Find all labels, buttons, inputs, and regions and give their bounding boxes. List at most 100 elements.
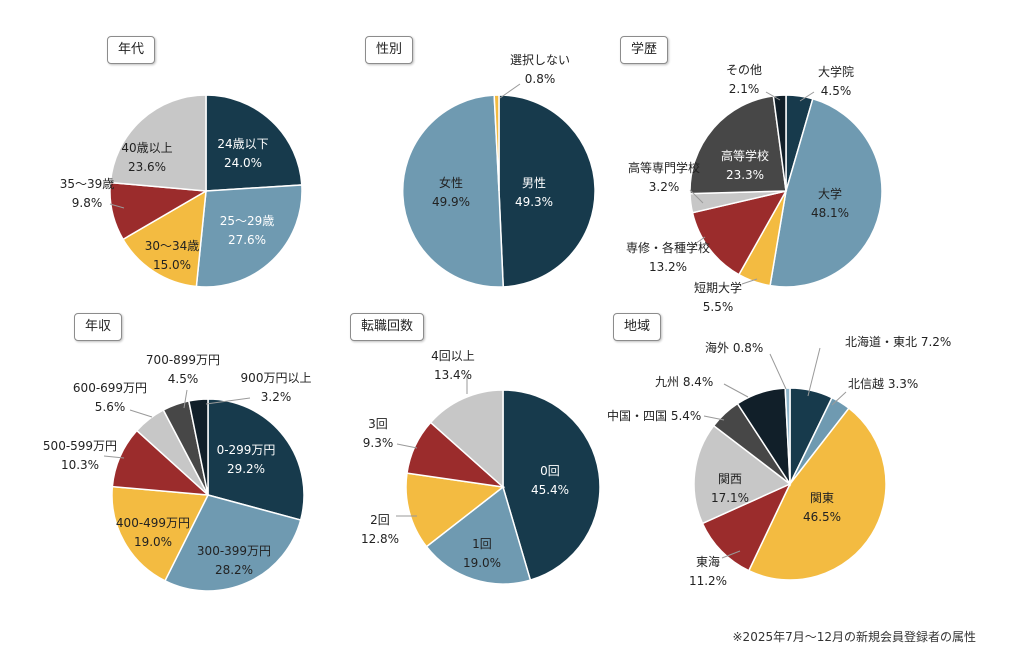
slice-label: 男性 — [522, 176, 546, 190]
slice-value-label: 46.5% — [803, 510, 841, 524]
slice-label: 東海 — [696, 554, 720, 569]
pie-slice-income — [187, 398, 209, 496]
leader-line — [689, 189, 704, 204]
slice-label: 24歳以下 — [217, 137, 268, 151]
chart-title-age: 年代 — [107, 36, 156, 64]
slice-value-label: 9.3% — [363, 436, 394, 450]
slice-label: 短期大学 — [694, 280, 742, 295]
leader-line — [765, 91, 781, 101]
slice-value-label: 5.5% — [703, 300, 734, 314]
slice-value-label: 49.3% — [515, 195, 553, 209]
slice-value-label: 15.0% — [153, 258, 191, 272]
slice-value-label: 49.9% — [432, 195, 470, 209]
slice-value-label: 5.6% — [95, 400, 126, 414]
slice-value-label: 9.8% — [72, 196, 103, 210]
pie-slice-gender — [498, 94, 596, 288]
slice-value-label: 3.2% — [261, 390, 292, 404]
slice-label: 25～29歳 — [220, 214, 275, 228]
slice-value-label: 45.4% — [531, 483, 569, 497]
slice-label: 0回 — [540, 464, 560, 478]
slice-value-label: 23.3% — [726, 168, 764, 182]
footnote: ※2025年7月～12月の新規会員登録者の属性 — [732, 630, 977, 644]
pie-gender: 男性 49.3% 女性 49.9% 選択しない 0.8% — [401, 53, 596, 288]
slice-label: 専修・各種学校 — [626, 240, 710, 255]
leader-line — [799, 91, 815, 102]
pie-slice-age — [122, 189, 207, 288]
pie-slice-age — [205, 94, 303, 192]
leader-line — [129, 409, 153, 418]
slice-label: 40歳以上 — [121, 141, 172, 155]
pie-slice-education — [769, 97, 883, 288]
slice-label: 35～39歳 — [60, 177, 115, 191]
pie-slice-job-changes — [425, 485, 532, 585]
chart-title-income: 年収 — [74, 313, 123, 341]
pie-slice-gender — [401, 94, 505, 288]
slice-value-label: 23.6% — [128, 160, 166, 174]
chart-title-job-changes: 転職回数 — [350, 313, 425, 341]
slice-value-label: 2.1% — [729, 82, 760, 96]
slice-label: 600-699万円 — [73, 381, 147, 395]
slice-value-label: 4.5% — [821, 84, 852, 98]
slice-label: 30～34歳 — [145, 239, 200, 253]
slice-value-label: 13.4% — [434, 368, 472, 382]
slice-value-label: 19.0% — [134, 535, 172, 549]
slice-value-label: 4.5% — [168, 372, 199, 386]
slice-value-label: 29.2% — [227, 462, 265, 476]
slice-label: 選択しない — [510, 53, 570, 67]
pie-income: 0-299万円 29.2% 300-399万円 28.2% 400-499万円 19.0%… — [43, 353, 312, 592]
slice-label: 大学院 — [818, 64, 854, 79]
slice-value-label: 10.3% — [61, 458, 99, 472]
slice-label: 高等専門学校 — [628, 160, 700, 175]
slice-label: 海外 0.8% — [705, 340, 763, 355]
pie-slice-age — [195, 184, 303, 288]
slice-label: 900万円以上 — [241, 371, 312, 385]
pie-slice-gender — [493, 94, 500, 192]
slice-value-label: 24.0% — [224, 156, 262, 170]
pie-slice-education — [691, 189, 788, 276]
slice-label: 300-399万円 — [197, 544, 271, 558]
pie-slice-region — [693, 424, 792, 525]
slice-label: 大学 — [818, 186, 842, 201]
slice-value-label: 17.1% — [711, 491, 749, 505]
slice-label: 高等学校 — [721, 148, 769, 163]
leader-line — [183, 389, 188, 409]
slice-label: 1回 — [472, 537, 492, 551]
slice-value-label: 13.2% — [649, 260, 687, 274]
pie-region: 北海道・東北 7.2% 北信越 3.3% 関東 46.5% 東海 11.2% 関西 17.1%… — [607, 334, 951, 588]
chart-title-region: 地域 — [613, 313, 662, 341]
slice-value-label: 11.2% — [689, 574, 727, 588]
pie-slice-age — [109, 94, 207, 192]
slice-value-label: 3.2% — [649, 180, 680, 194]
slice-value-label: 0.8% — [525, 72, 556, 86]
leader-line — [723, 383, 749, 398]
leader-line — [396, 443, 418, 449]
pie-slice-region — [747, 407, 887, 581]
slice-label: 関西 — [718, 472, 742, 486]
pie-age: 24歳以下 24.0% 25～29歳 27.6% 30～34歳 15.0% 35～39歳 9.… — [60, 94, 303, 288]
pie-slice-job-changes — [405, 472, 505, 548]
slice-label: 400-499万円 — [116, 516, 190, 530]
slice-value-label: 28.2% — [215, 563, 253, 577]
leader-line — [703, 415, 725, 421]
pie-slice-job-changes — [429, 389, 504, 489]
pie-slice-income — [163, 494, 302, 592]
leader-line — [721, 550, 741, 559]
chart-title-gender: 性別 — [365, 36, 414, 64]
leader-line — [807, 347, 821, 397]
pie-slice-job-changes — [502, 389, 601, 581]
slice-value-label: 27.6% — [228, 233, 266, 247]
pie-job-changes: 0回 45.4% 1回 19.0% 2回 12.8% 3回 9.3% 4回以上 13.4% — [361, 349, 601, 585]
chart-title-education: 学歴 — [620, 36, 669, 64]
leader-line — [741, 278, 758, 285]
slice-label: 北信越 3.3% — [848, 377, 918, 391]
slice-label: 関東 — [810, 491, 834, 505]
slice-value-label: 48.1% — [811, 206, 849, 220]
pie-slice-region — [701, 482, 792, 572]
slice-label: 500-599万円 — [43, 439, 117, 453]
slice-label: 3回 — [368, 417, 388, 431]
slice-label: 九州 8.4% — [655, 375, 713, 389]
slice-label: その他 — [726, 63, 762, 77]
slice-label: 700-899万円 — [146, 353, 220, 367]
